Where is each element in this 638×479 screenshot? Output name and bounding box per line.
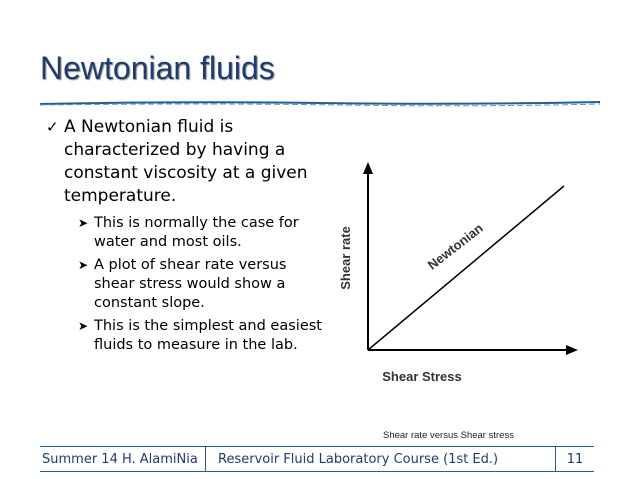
sub-bullet: ➤ A plot of shear rate versus shear stres… (78, 256, 326, 313)
y-axis-label: Shear rate (338, 226, 353, 290)
footer-course: Reservoir Fluid Laboratory Course (1st E… (206, 447, 556, 471)
slide-title: Newtonian fluids (40, 50, 275, 86)
sub-bullet: ➤ This is the simplest and easiest fluids… (78, 317, 326, 355)
figure-caption: Shear rate versus Shear stress (383, 430, 514, 441)
line-label: Newtonian (425, 220, 486, 272)
checkmark-icon: ✓ (46, 118, 59, 136)
footer-author: Summer 14 H. AlamiNia (40, 447, 206, 471)
title-underline (40, 101, 600, 107)
slide-body: ✓ A Newtonian fluid is characterized by h… (46, 116, 326, 359)
shear-rate-figure: Shear rate Newtonian Shear Stress (338, 162, 578, 384)
arrowhead-icon: ➤ (78, 319, 89, 333)
arrowhead-icon: ➤ (78, 216, 89, 230)
sub-bullet-text: This is normally the case for water and … (94, 215, 299, 250)
sub-bullet-text: This is the simplest and easiest fluids … (94, 318, 322, 353)
main-bullet-text: A Newtonian fluid is characterized by ha… (64, 117, 308, 206)
footer-page-number: 11 (566, 451, 584, 467)
newtonian-line (367, 185, 565, 351)
y-axis-arrowhead-icon (363, 162, 373, 174)
sub-bullet-text: A plot of shear rate versus shear stress… (94, 257, 287, 311)
main-bullet: ✓ A Newtonian fluid is characterized by h… (46, 116, 326, 208)
x-axis-label: Shear Stress (382, 369, 462, 384)
slide-footer: Summer 14 H. AlamiNia Reservoir Fluid La… (40, 446, 594, 472)
sub-bullet: ➤ This is normally the case for water and… (78, 214, 326, 252)
x-axis-arrowhead-icon (566, 345, 578, 355)
arrowhead-icon: ➤ (78, 258, 89, 272)
